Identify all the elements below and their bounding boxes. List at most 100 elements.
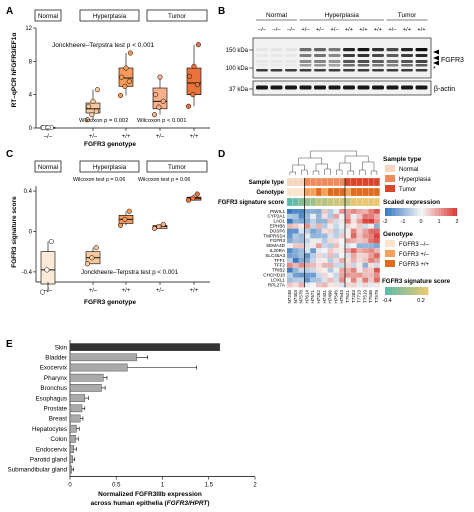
heatmap-cell [368,253,374,258]
category-label: Bladder [45,355,67,362]
heatmap-cell [356,262,363,268]
heatmap-cell [374,277,380,283]
heatmap-cell [368,218,374,224]
signature-score-cell [286,197,293,207]
heatmap-cell [339,238,345,244]
legend-swatch [385,250,395,257]
heatmap-cell [368,248,374,254]
fgfr3-band [299,64,312,67]
data-point [86,103,92,109]
heatmap-cell [350,277,357,283]
actin-band [270,85,283,90]
genotype-cell [286,187,293,197]
heatmap-cell [316,243,322,249]
heatmap-cell [350,248,357,254]
heatmap-cell [339,248,345,254]
colorbar-segment [424,208,427,216]
heatmap-cell [333,223,340,229]
data-point [117,222,124,228]
heatmap-cell [292,223,299,229]
genotype-cell [327,187,334,197]
panel-c-jt-test: Jonckheere–Terpstra test p < 0.001 [81,269,179,276]
bar [69,445,74,453]
heatmap-cell [316,267,322,273]
heatmap-cell [333,282,340,288]
heatmap-cell [333,253,340,258]
heatmap-cell [298,243,305,249]
heatmap-cell [304,223,311,229]
fgfr3-band [386,60,399,63]
heatmap-cell [333,262,340,268]
fgfr3-band [314,60,326,63]
heatmap-cell [362,277,369,283]
heatmap-cell [368,223,374,229]
genotype-cell [298,187,305,197]
heatmap-cell [345,213,351,219]
lane-genotype: –/– [287,27,296,33]
data-point [39,289,46,295]
heatmap-cell [327,262,334,268]
lane-genotype: +/+ [374,27,383,33]
heatmap-cell [350,258,357,263]
fgfr3-band [256,64,268,67]
legend-title-sample-type: Sample type [383,156,422,163]
group-header-box [79,9,140,22]
x-tick-label: 0 [68,483,72,489]
sample-type-cell [333,177,340,187]
sample-label: T7283 [351,290,356,303]
heatmap-cell [316,272,322,278]
heatmap-cell [356,228,363,234]
colorbar-segment [388,208,391,216]
heatmap-cell [310,228,316,234]
sample-type-cell [350,177,357,187]
colorbar-segment [448,208,450,216]
fgfr3-band [401,54,413,57]
signature-score-cell [344,197,351,207]
bar [69,394,86,402]
heatmap-cell [304,248,311,254]
heatmap-cell [327,258,334,263]
heatmap-cell [287,262,293,268]
score-colorbar-segment [417,287,420,295]
heatmap-cell [304,209,311,214]
heatmap-cell [374,213,380,219]
heatmap-cell [345,267,351,273]
heatmap-cell [345,282,351,288]
fgfr3-band [299,54,312,57]
data-point [126,78,132,84]
data-point [122,216,128,222]
heatmap-cell [310,243,316,249]
heatmap-cell [316,223,322,229]
x-tick-label: +/+ [190,288,199,294]
heatmap-cell [287,272,293,278]
heatmap-cell [321,233,328,239]
heatmap-cell [292,233,299,239]
group-header-label: Tumor [398,12,417,19]
bar [69,343,221,351]
heatmap-cell [304,213,311,219]
lane-genotype: –/– [258,27,267,33]
heatmap-cell [362,218,369,224]
heatmap-cell [298,223,305,229]
colorbar-segment [437,208,440,216]
colorbar-tick-label: 1 [437,219,440,225]
heatmap-cell [345,218,351,224]
heatmap-cell [316,282,322,288]
genotype-cell [350,187,357,197]
category-label: Prostate [44,406,68,413]
signature-score-cell [304,197,311,207]
heatmap-cell [298,213,305,219]
gene-label: FGFR3 [270,238,286,243]
xlabel-suffix: ) [207,500,209,507]
heatmap-cell [316,262,322,268]
legend-swatch [385,185,395,192]
heatmap-cell [316,209,322,214]
data-point [48,239,54,245]
heatmap-cell [298,233,305,239]
heatmap-cell [310,238,316,244]
colorbar-segment [394,208,396,216]
heatmap-cell [345,238,351,244]
heatmap-cell [298,218,305,224]
x-tick-label: –/– [44,288,53,294]
heatmap-cell [339,223,345,229]
